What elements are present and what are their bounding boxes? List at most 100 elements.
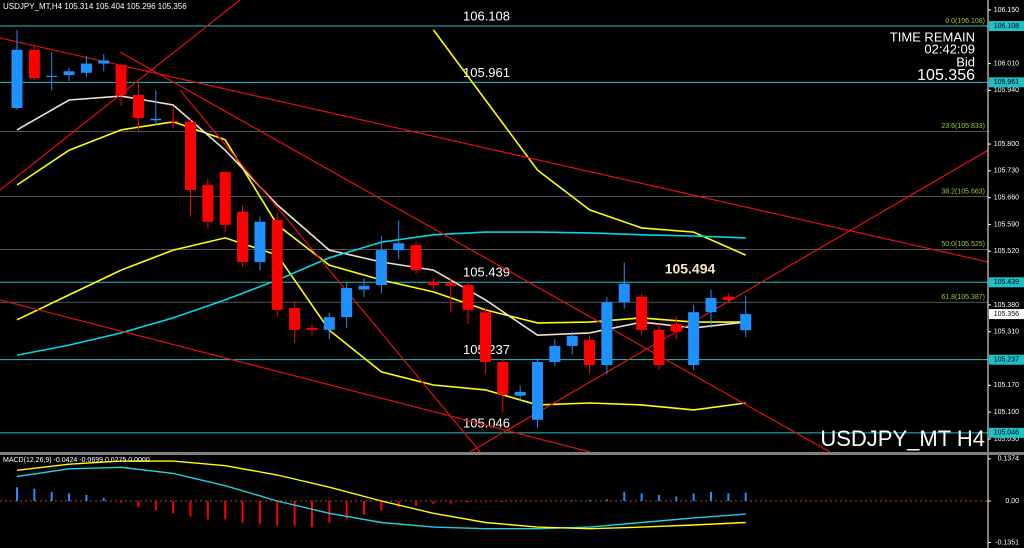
candle-body: [670, 324, 682, 332]
y-tick-label: 0.1374: [998, 456, 1020, 463]
candle-body: [185, 121, 196, 190]
candle-body: [80, 63, 92, 73]
level-label: 105.961: [463, 65, 510, 80]
overlay-line: [16, 237, 746, 411]
macd-histogram-bar: [467, 501, 470, 503]
macd-histogram-bar: [276, 501, 279, 526]
symbol-watermark: USDJPY_MT H4: [820, 426, 985, 451]
macd-histogram-bar: [380, 501, 383, 511]
candle-body: [46, 75, 58, 77]
level-price-label: 106.108: [994, 23, 1019, 30]
candle-body: [98, 60, 110, 64]
macd-histogram-bar: [710, 491, 712, 502]
y-tick-label: 105.940: [994, 87, 1019, 94]
candle-body: [688, 312, 700, 366]
candle-body: [584, 340, 596, 366]
candle-body: [722, 296, 734, 300]
level-price-label: 105.961: [994, 79, 1019, 86]
trend-line: [0, 299, 591, 452]
y-tick-label: 105.730: [994, 168, 1019, 175]
candle-body: [479, 312, 491, 362]
level-price-label: 105.046: [994, 430, 1019, 437]
fibo-label: 61.8(105.387): [941, 294, 985, 301]
macd-histogram-bar: [345, 501, 348, 520]
candle-body: [566, 335, 578, 346]
trend-line: [0, 0, 241, 191]
macd-histogram-bar: [727, 493, 730, 502]
trend-line: [0, 37, 988, 263]
candle-body: [358, 285, 370, 290]
bid-value: 105.356: [917, 67, 975, 84]
trend-line: [179, 89, 481, 452]
macd-histogram-bar: [137, 501, 140, 508]
y-tick-label: 105.660: [994, 194, 1019, 201]
candle-body: [462, 284, 474, 310]
macd-histogram-bar: [519, 501, 522, 502]
macd-histogram-bar: [189, 501, 192, 517]
macd-histogram-bar: [623, 491, 626, 502]
candle-body: [254, 221, 266, 263]
y-tick-label: 105.030: [994, 436, 1019, 443]
candle-body: [237, 211, 249, 263]
y-tick-label: 106.010: [994, 60, 1019, 67]
level-price-box: [989, 277, 1024, 288]
time-remain-label: TIME REMAIN: [890, 29, 975, 44]
macd-histogram-bar: [501, 501, 504, 502]
macd-histogram-bar: [154, 501, 157, 511]
y-tick-label: 106.150: [994, 7, 1019, 14]
candle-body: [427, 281, 439, 285]
candle-body: [63, 71, 75, 76]
macd-histogram-bar: [692, 493, 695, 502]
macd-histogram-bar: [432, 501, 435, 505]
macd-histogram-bar: [415, 501, 418, 506]
macd-histogram-bar: [310, 501, 313, 528]
price-plot: 0.0(106.108) 23.6(105.833) 38.2(105.663) 50…: [0, 0, 988, 452]
candle-body: [653, 329, 665, 366]
window-separator: [0, 452, 1024, 455]
macd-plot: [0, 460, 988, 530]
candle-body: [393, 243, 405, 251]
fibo-label: 23.6(105.833): [941, 123, 985, 130]
candle-body: [636, 296, 648, 330]
y-tick-label: -0.1351: [995, 539, 1019, 546]
macd-line: [16, 460, 746, 530]
macd-histogram-bar: [363, 501, 365, 515]
candle-body: [618, 283, 630, 303]
macd-histogram-bar: [68, 493, 71, 502]
macd-histogram-bar: [571, 500, 574, 502]
fibo-label: 0.0(106.108): [945, 18, 985, 25]
macd-histogram-bar: [484, 501, 487, 503]
macd-histogram-bar: [657, 494, 660, 502]
macd-title: MACD(12,26,9) -0.0424 -0.0699 0.0275 0.0…: [3, 457, 150, 464]
macd-histogram-bar: [293, 501, 296, 526]
candle-body: [375, 250, 387, 285]
time-remain: 02:42:09: [924, 41, 975, 56]
macd-histogram-bar: [50, 491, 53, 502]
level-price-box: [989, 21, 1024, 32]
y-tick-label: 105.100: [994, 409, 1019, 416]
macd-histogram-bar: [85, 494, 88, 502]
candle-body: [28, 49, 40, 79]
macd-histogram-bar: [16, 487, 18, 502]
macd-histogram-bar: [675, 496, 678, 502]
candle-body: [410, 245, 422, 271]
candle-body: [271, 219, 283, 310]
macd-line: [16, 466, 746, 530]
macd-histogram-bar: [258, 501, 261, 525]
bid-price-label: 105.356: [994, 311, 1019, 318]
candle-body: [11, 49, 23, 109]
macd-histogram-bar: [241, 501, 244, 523]
bid-label: Bid: [956, 54, 975, 69]
level-label: 105.439: [463, 265, 510, 280]
y-tick-label: 105.800: [994, 141, 1019, 148]
macd-histogram-bar: [172, 501, 175, 514]
candle-body: [445, 283, 457, 286]
candle-body: [341, 288, 353, 318]
fibo-label: 50.0(105.525): [941, 241, 985, 248]
candle-body: [202, 185, 214, 222]
level-label: 105.046: [463, 415, 510, 430]
trend-line: [469, 149, 988, 452]
level-price-box: [989, 77, 1024, 88]
y-tick-label: 105.380: [994, 302, 1019, 309]
